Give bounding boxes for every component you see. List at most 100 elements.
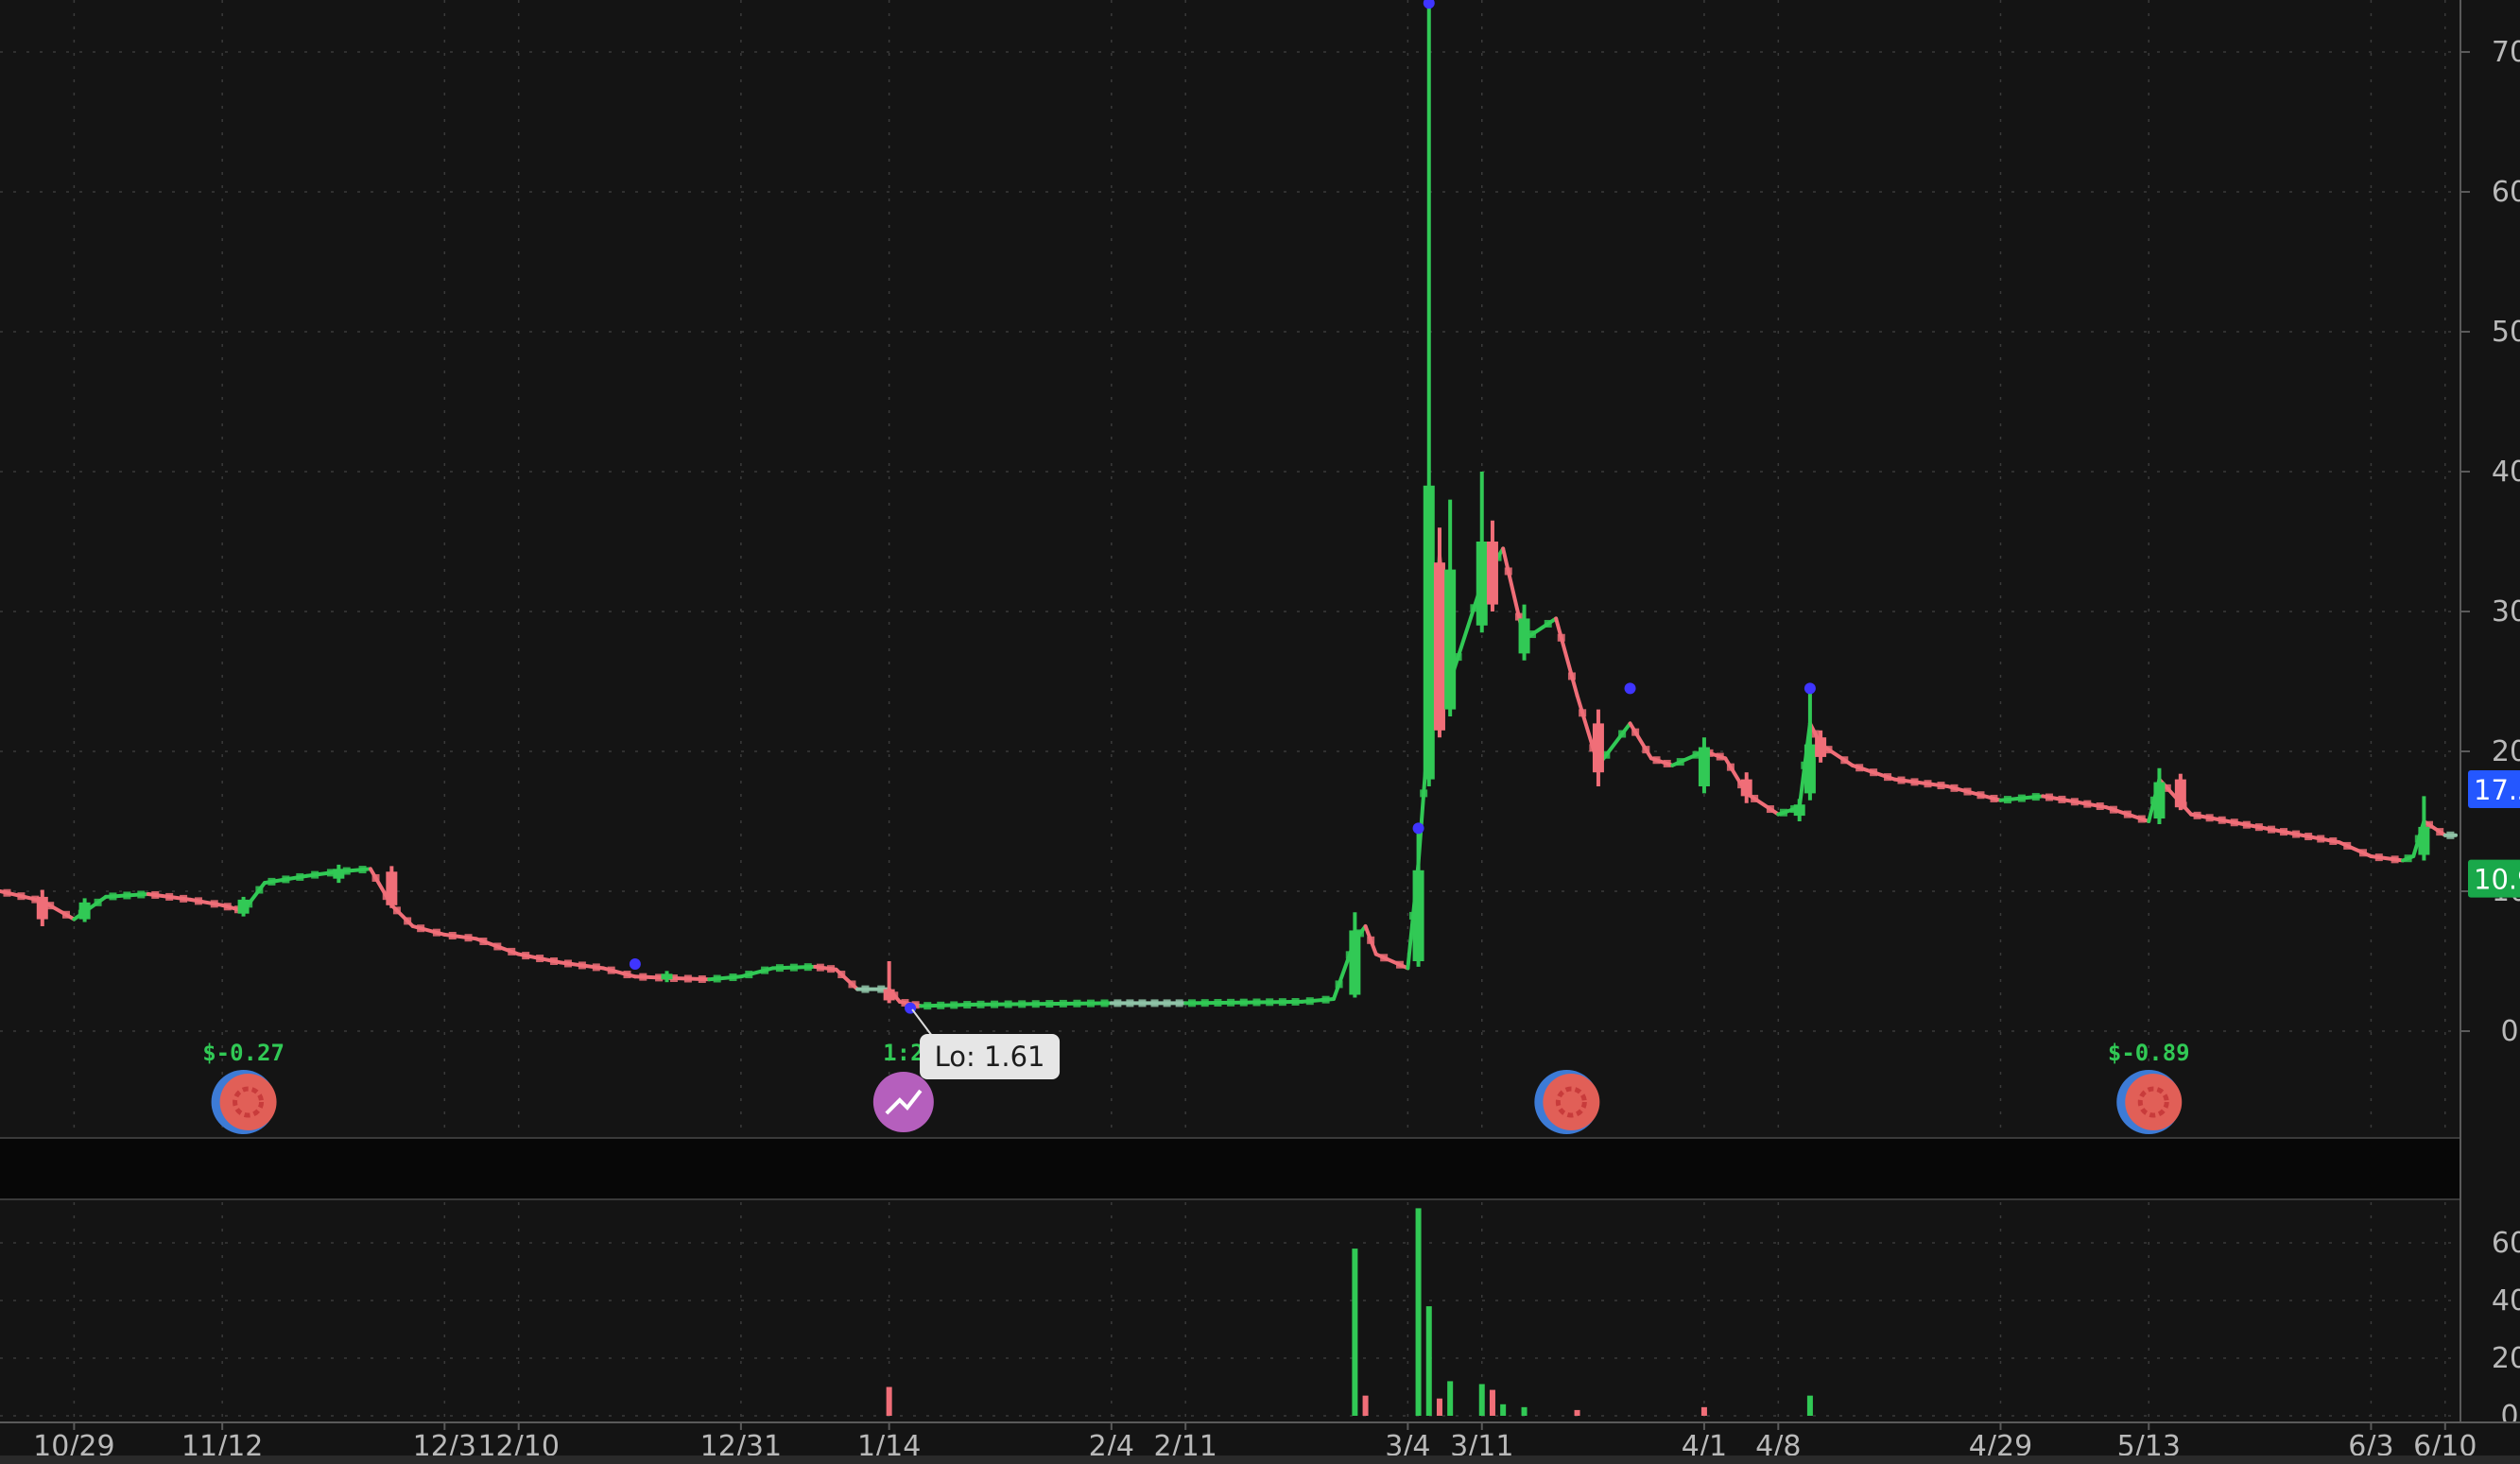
pivot-marker-5	[1804, 682, 1816, 695]
mini-candle-64-0	[2109, 805, 2117, 814]
event-icons[interactable]: $-0.27 $-0.89 1:2	[202, 1040, 2190, 1134]
mini-candle-30-6	[1059, 999, 1067, 1008]
mini-candle-14-0	[448, 931, 457, 939]
mini-candle-3-0	[109, 892, 117, 901]
mini-candle-3-2	[137, 890, 146, 899]
mini-candle-45-1	[1544, 619, 1552, 628]
mini-candle-54-0	[1751, 794, 1759, 802]
candle-body-12	[1476, 542, 1488, 626]
mini-candle-36-0	[1367, 936, 1375, 944]
candle-body-19	[1804, 744, 1816, 794]
mini-candle-29-1	[937, 1001, 945, 1009]
mini-candle-2-1	[94, 898, 102, 906]
mini-candle-46-0	[1557, 633, 1565, 642]
mini-candle-42-1	[1470, 604, 1478, 612]
mini-candle-5-0	[194, 897, 202, 905]
mini-candle-69-0	[2343, 841, 2352, 850]
earnings-event-0[interactable]: $-0.27	[202, 1040, 285, 1134]
mini-candle-63-4	[2096, 802, 2104, 811]
price-tag-label: 17.5	[2474, 774, 2520, 806]
mini-candle-0-2	[31, 895, 40, 904]
earnings-icon[interactable]	[1543, 1074, 1600, 1130]
split-event[interactable]: 1:2	[872, 1040, 934, 1132]
mini-candle-67-5	[2254, 823, 2263, 832]
volume-bar-1	[1352, 1249, 1358, 1416]
mini-candle-61-0	[1950, 784, 1959, 792]
mini-candle-50-1	[1663, 759, 1671, 767]
mini-candle-71-0	[2404, 854, 2412, 863]
candle-body-16	[1698, 747, 1710, 786]
candles	[36, 3, 2430, 1004]
mini-candle-67-0	[2193, 811, 2201, 819]
candle-body-9	[1423, 485, 1435, 780]
mini-candle-31-1	[1126, 999, 1134, 1008]
mini-candle-67-2	[2218, 816, 2226, 824]
mini-candle-58-0	[1824, 746, 1833, 754]
mini-candle-14-1	[464, 934, 473, 942]
price-tag-box	[2468, 769, 2520, 808]
mini-candle-16-1	[536, 955, 544, 963]
mini-candle-52-1	[1716, 752, 1724, 761]
mini-candle-26-0	[861, 985, 870, 993]
mini-candle-11-0	[371, 873, 380, 882]
mini-candle-68-1	[2280, 828, 2288, 836]
price-tick-label-5: 50	[2492, 316, 2520, 349]
mini-candle-70-0	[2374, 853, 2383, 862]
grid-lines	[0, 0, 2460, 1418]
mini-candle-60-1	[1910, 778, 1919, 786]
mini-candle-51-1	[1692, 750, 1700, 759]
volume-bar-4	[1425, 1306, 1432, 1416]
mini-candle-4-1	[165, 892, 174, 901]
tooltip-text: Lo: 1.61	[935, 1041, 1045, 1073]
mini-candle-20-0	[669, 974, 678, 983]
mini-candle-18-0	[607, 966, 615, 974]
mini-candle-63-3	[2083, 800, 2092, 808]
price-tag-box	[2468, 859, 2520, 898]
candle-body-22	[2174, 779, 2186, 808]
volume-bar-11	[1574, 1409, 1580, 1416]
mini-candle-32-0	[1188, 999, 1197, 1008]
earnings-icon[interactable]	[219, 1074, 277, 1130]
mini-candle-21-1	[729, 973, 737, 982]
mini-candle-68-0	[2267, 825, 2275, 834]
mini-candle-31-2	[1138, 999, 1147, 1008]
mini-candle-45-0	[1528, 630, 1536, 639]
earnings-event-1[interactable]	[1534, 1070, 1600, 1134]
volume-bar-2	[1362, 1395, 1369, 1416]
bottom-scroll-track[interactable]	[0, 1455, 2520, 1464]
mini-candle-25-1	[848, 980, 856, 989]
volume-tick-label-2: 40	[2492, 1284, 2520, 1318]
volume-bar-3	[1415, 1208, 1422, 1416]
mini-candle-68-3	[2304, 833, 2313, 841]
mini-candle-30-7	[1073, 999, 1081, 1008]
mini-candle-61-2	[1976, 791, 1985, 800]
mini-candle-23-1	[789, 963, 798, 972]
mini-candle-54-1	[1766, 805, 1774, 814]
volume-bar-9	[1500, 1404, 1507, 1416]
split-icon-glyph	[885, 1089, 923, 1115]
mini-candle-19-1	[655, 973, 664, 982]
price-tick-label-6: 60	[2492, 176, 2520, 209]
mini-candle-31-5	[1175, 999, 1183, 1008]
mini-candle-9-0	[311, 870, 319, 879]
earnings-icon[interactable]	[2125, 1074, 2183, 1130]
candle-body-21	[2153, 782, 2166, 819]
mini-candle-33-1	[1321, 995, 1330, 1004]
mini-candle-12-1	[404, 917, 412, 925]
mini-candle-28-0	[901, 999, 909, 1008]
mini-candle-64-2	[2137, 815, 2146, 823]
volume-bar-13	[1806, 1395, 1813, 1416]
mini-candle-60-3	[1937, 782, 1945, 790]
mini-candle-1-0	[46, 902, 55, 910]
volume-bar-0	[886, 1386, 892, 1416]
mini-candle-62-2	[2031, 793, 2040, 801]
price-tick-label-2: 20	[2492, 735, 2520, 768]
price-tick-label-0: 0	[2500, 1015, 2518, 1048]
mini-candle-31-3	[1150, 999, 1159, 1008]
mini-candle-32-3	[1227, 998, 1235, 1007]
mini-candle-37-0	[1380, 954, 1389, 962]
mini-candle-47-0	[1579, 709, 1587, 717]
earnings-event-2[interactable]: $-0.89	[2108, 1040, 2190, 1134]
